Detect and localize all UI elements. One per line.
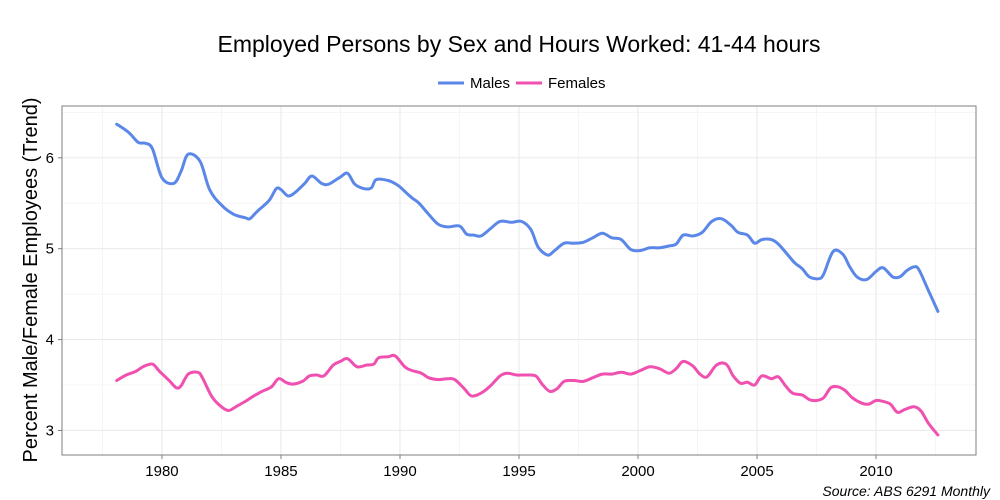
x-tick-label: 2000 bbox=[621, 463, 654, 480]
x-axis: 1980 1985 1990 1995 2000 2005 2010 bbox=[145, 455, 893, 480]
y-tick-label: 3 bbox=[46, 422, 54, 439]
x-tick-label: 1995 bbox=[502, 463, 535, 480]
x-tick-label: 2005 bbox=[740, 463, 773, 480]
source-caption: Source: ABS 6291 Monthly bbox=[822, 483, 991, 499]
series-lines bbox=[115, 122, 940, 437]
legend: Males Females bbox=[438, 75, 606, 92]
x-tick-label: 2010 bbox=[859, 463, 892, 480]
y-tick-label: 4 bbox=[46, 332, 54, 349]
y-tick-label: 6 bbox=[46, 150, 54, 167]
x-tick-label: 1980 bbox=[145, 463, 178, 480]
legend-label-females: Females bbox=[548, 75, 606, 92]
y-axis-label: Percent Male/Female Employees (Trend) bbox=[20, 98, 42, 463]
x-tick-label: 1990 bbox=[383, 463, 416, 480]
y-tick-label: 5 bbox=[46, 241, 54, 258]
series-line-females bbox=[115, 353, 940, 437]
x-tick-label: 1985 bbox=[264, 463, 297, 480]
grid-major bbox=[62, 106, 976, 455]
chart-title: Employed Persons by Sex and Hours Worked… bbox=[218, 31, 821, 57]
plot-panel bbox=[61, 105, 977, 456]
legend-label-males: Males bbox=[470, 75, 510, 92]
y-axis: 3 4 5 6 bbox=[46, 150, 62, 439]
series-line-males bbox=[115, 122, 940, 313]
